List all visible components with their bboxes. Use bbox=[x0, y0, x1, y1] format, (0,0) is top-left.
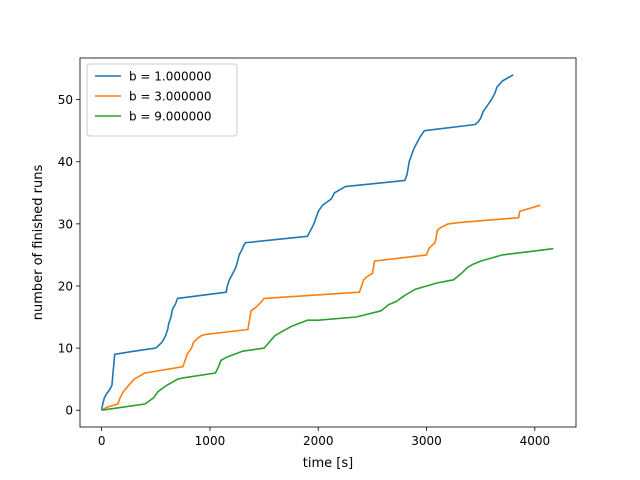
x-tick-label: 4000 bbox=[520, 434, 551, 448]
plot-frame bbox=[79, 57, 577, 428]
x-axis: 0 1000 2000 3000 4000 bbox=[98, 427, 550, 448]
legend-label-3: b = 9.000000 bbox=[129, 110, 212, 124]
y-tick-label: 0 bbox=[65, 404, 73, 418]
series-line-2 bbox=[101, 204, 541, 411]
y-axis-label: number of finished runs bbox=[31, 164, 46, 320]
y-tick-label: 30 bbox=[58, 217, 73, 231]
y-tick-label: 50 bbox=[58, 93, 73, 107]
legend-box bbox=[86, 63, 238, 137]
y-tick-label: 20 bbox=[58, 279, 73, 293]
x-tick-label: 0 bbox=[98, 434, 106, 448]
series-lines bbox=[100, 74, 554, 411]
legend-label-1: b = 1.000000 bbox=[129, 70, 212, 84]
y-tick-label: 40 bbox=[58, 155, 73, 169]
series-line-3 bbox=[101, 247, 554, 411]
y-axis: 0 10 20 30 40 50 bbox=[58, 93, 80, 418]
x-tick-label: 2000 bbox=[303, 434, 334, 448]
x-tick-label: 3000 bbox=[411, 434, 442, 448]
x-axis-label: time [s] bbox=[303, 456, 353, 471]
x-tick-label: 1000 bbox=[195, 434, 226, 448]
y-tick-label: 10 bbox=[58, 342, 73, 356]
series-line-1 bbox=[100, 74, 514, 411]
legend: b = 1.000000 b = 3.000000 b = 9.000000 bbox=[86, 63, 238, 137]
legend-label-2: b = 3.000000 bbox=[129, 90, 212, 104]
